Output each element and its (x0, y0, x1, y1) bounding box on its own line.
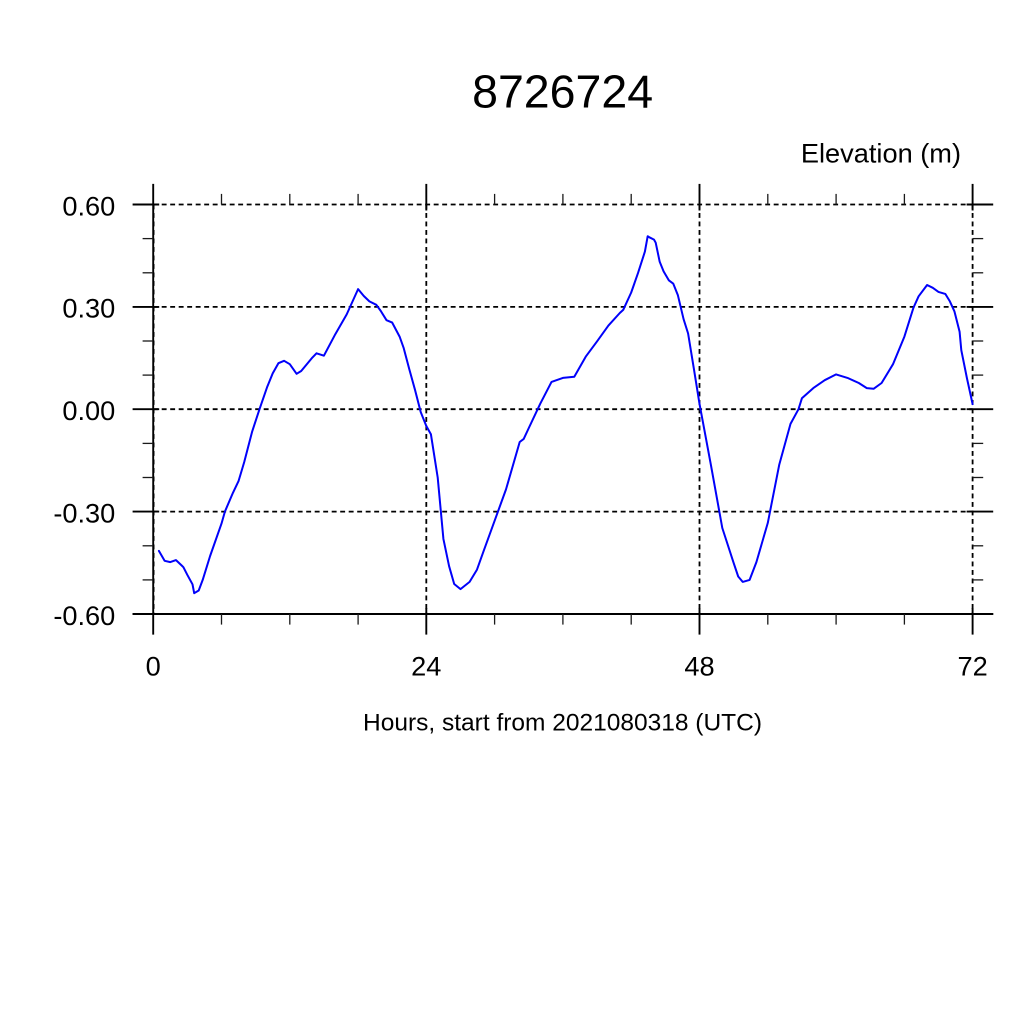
svg-text:Elevation (m): Elevation (m) (801, 137, 961, 168)
svg-text:72: 72 (957, 651, 987, 682)
svg-text:0.60: 0.60 (62, 190, 115, 221)
svg-text:-0.30: -0.30 (53, 497, 115, 528)
svg-text:0.00: 0.00 (62, 395, 115, 426)
svg-text:24: 24 (411, 651, 441, 682)
svg-text:Hours, start from 2021080318 (: Hours, start from 2021080318 (UTC) (363, 709, 762, 736)
svg-text:0.30: 0.30 (62, 293, 115, 324)
svg-text:0: 0 (146, 651, 161, 682)
svg-text:48: 48 (684, 651, 714, 682)
svg-text:-0.60: -0.60 (53, 600, 115, 631)
svg-text:8726724: 8726724 (472, 65, 653, 117)
